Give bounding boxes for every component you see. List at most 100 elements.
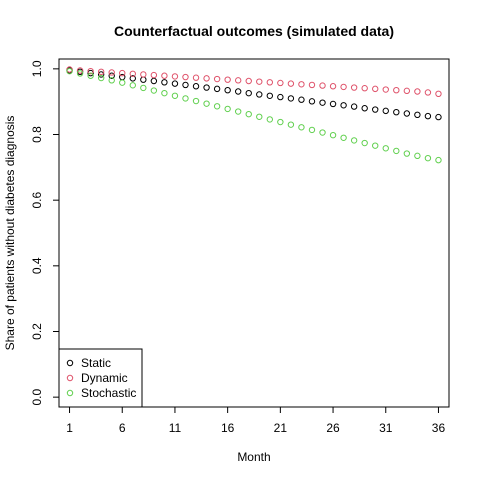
x-tick-label: 11: [169, 421, 182, 435]
x-axis: 1 6 11 16 21 26 31 36: [66, 406, 446, 435]
legend-marker: [66, 389, 74, 397]
point-static: [140, 76, 147, 83]
y-tick-label: 0.4: [30, 257, 44, 274]
y-axis-label: Share of patients without diabetes diagn…: [3, 116, 17, 351]
point-static: [435, 113, 442, 121]
point-dynamic: [298, 81, 305, 88]
point-static: [97, 71, 105, 78]
point-dynamic: [424, 89, 432, 96]
point-static: [171, 80, 179, 87]
data-points: [66, 66, 442, 164]
y-tick-label: 1.0: [30, 60, 44, 77]
point-static: [393, 108, 400, 116]
point-static: [224, 86, 231, 94]
point-stochastic: [161, 89, 168, 97]
point-stochastic: [266, 116, 274, 123]
point-dynamic: [277, 79, 284, 87]
point-static: [298, 96, 305, 103]
point-static: [424, 112, 432, 120]
legend-label: Static: [81, 356, 111, 370]
legend-label: Dynamic: [81, 371, 128, 385]
point-static: [245, 89, 252, 97]
point-static: [213, 85, 221, 93]
point-stochastic: [277, 118, 284, 126]
legend-label: Stochastic: [81, 386, 136, 400]
point-stochastic: [108, 77, 115, 84]
y-axis: 0.0 0.2 0.4 0.6 0.8 1.0: [30, 60, 60, 405]
point-dynamic: [161, 72, 168, 79]
point-dynamic: [393, 86, 400, 94]
point-stochastic: [150, 87, 158, 94]
point-dynamic: [329, 83, 337, 90]
point-stochastic: [393, 147, 400, 155]
point-static: [382, 107, 389, 115]
x-tick-label: 21: [274, 421, 288, 435]
point-dynamic: [213, 75, 221, 83]
point-stochastic: [129, 82, 136, 89]
point-static: [361, 105, 368, 112]
point-dynamic: [245, 77, 252, 85]
point-static: [414, 111, 421, 119]
point-stochastic: [403, 150, 411, 157]
point-static: [203, 84, 210, 91]
point-stochastic: [213, 103, 221, 110]
x-tick-label: 16: [221, 421, 235, 435]
point-dynamic: [171, 73, 179, 80]
point-static: [350, 103, 358, 110]
point-dynamic: [76, 67, 84, 74]
x-tick-label: 26: [326, 421, 340, 435]
series-stochastic: [66, 67, 442, 164]
point-static: [192, 83, 200, 90]
y-tick-label: 0.8: [30, 126, 44, 143]
legend-item-dynamic: Dynamic: [66, 371, 128, 385]
legend-marker: [66, 359, 74, 367]
point-stochastic: [97, 74, 105, 82]
point-static: [319, 99, 326, 106]
y-tick-label: 0.2: [30, 323, 44, 340]
point-static: [161, 79, 168, 86]
x-axis-label: Month: [237, 450, 270, 464]
point-dynamic: [129, 70, 136, 77]
point-static: [403, 110, 411, 117]
point-dynamic: [192, 74, 200, 81]
point-stochastic: [234, 108, 242, 115]
point-dynamic: [403, 87, 411, 95]
point-dynamic: [414, 88, 421, 95]
x-tick-label: 36: [432, 421, 446, 435]
point-dynamic: [203, 75, 210, 82]
point-static: [329, 100, 337, 108]
point-dynamic: [224, 76, 231, 83]
chart-title: Counterfactual outcomes (simulated data): [114, 23, 394, 39]
point-stochastic: [76, 70, 84, 77]
point-stochastic: [382, 145, 389, 152]
point-dynamic: [87, 67, 94, 75]
point-stochastic: [329, 131, 337, 139]
point-stochastic: [350, 137, 358, 144]
point-static: [308, 98, 316, 105]
point-static: [277, 93, 284, 101]
point-stochastic: [119, 79, 126, 86]
point-stochastic: [203, 100, 210, 107]
point-stochastic: [87, 72, 94, 79]
legend-item-stochastic: Stochastic: [66, 386, 136, 400]
point-dynamic: [287, 80, 295, 87]
point-dynamic: [350, 84, 358, 91]
point-dynamic: [108, 69, 115, 76]
point-dynamic: [319, 82, 326, 89]
point-static: [372, 106, 379, 113]
point-static: [108, 72, 115, 79]
point-static: [129, 75, 136, 82]
point-static: [150, 77, 158, 85]
point-static: [266, 92, 274, 99]
point-dynamic: [97, 68, 105, 76]
point-dynamic: [361, 85, 368, 92]
point-stochastic: [66, 67, 73, 75]
point-stochastic: [372, 142, 379, 149]
point-stochastic: [192, 97, 200, 105]
x-tick-label: 31: [379, 421, 393, 435]
legend-item-static: Static: [66, 356, 111, 370]
point-dynamic: [119, 69, 126, 77]
point-stochastic: [340, 134, 347, 141]
